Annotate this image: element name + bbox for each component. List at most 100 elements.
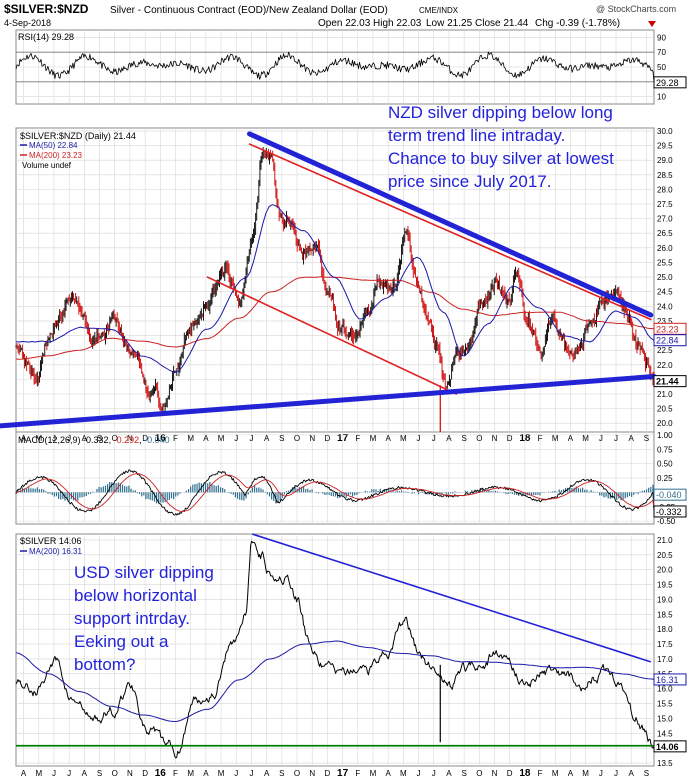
nzd-legend-ma200: MA(200) 23.23 [29,151,82,160]
y-tick-label: 21.0 [657,390,673,399]
x-tick-label-nzd: A [203,434,209,443]
macd-signal-line [15,473,655,512]
x-tick-label-usd: J [432,769,436,778]
rsi-title: RSI(14) 29.28 [18,32,74,42]
usd-annotation: USD silver dipping below horizontal suppor… [74,563,214,674]
usd-price-last-label: 14.06 [656,742,679,752]
x-tick-label-nzd: M [187,434,194,443]
y-tick-label: 20.0 [657,566,673,575]
nzd-ma50-line [15,204,655,373]
x-tick-label-nzd: M [582,434,589,443]
x-tick-label-usd: J [249,769,253,778]
x-tick-label-nzd: J [52,434,56,443]
y-tick-label: 26.5 [657,229,673,238]
x-tick-label-nzd: 18 [519,433,531,444]
x-tick-label-usd: F [173,769,178,778]
nzd-legend: $SILVER:$NZD (Daily) 21.44 MA(50) 22.84 … [20,131,136,170]
y-tick-label: 20.5 [657,551,673,560]
y-tick-label: 29.5 [657,142,673,151]
open-value: Open 22.03 [318,18,371,29]
x-tick-label-usd: J [67,769,71,778]
x-tick-label-usd: A [568,769,574,778]
nzd-ma50-last-label-box [653,334,687,347]
y-tick-label: -0.50 [657,517,676,526]
y-tick-label: 17.5 [657,640,673,649]
x-tick-label-nzd: J [234,434,238,443]
x-tick-label-usd: J [599,769,603,778]
x-tick-label-nzd: A [21,434,27,443]
usd-ma200-last-label: 16.31 [656,675,679,685]
macd-last-label: -0.332 [656,507,682,517]
y-tick-label: 22.0 [657,361,673,370]
x-tick-label-nzd: S [644,434,649,443]
x-tick-label-nzd: D [325,434,331,443]
usd-price-panel [15,533,655,767]
low-value: Low 21.25 [426,18,473,29]
x-tick-label-nzd: J [614,434,618,443]
x-tick-label-nzd: N [309,434,315,443]
x-tick-label-usd: S [644,769,649,778]
y-tick-label: 24.0 [657,302,673,311]
y-tick-label: 0.50 [657,460,673,469]
x-tick-label-usd: F [538,769,543,778]
y-tick-label: 19.0 [657,595,673,604]
y-tick-label: 28.5 [657,171,673,180]
chart-description: Silver - Continuous Contract (EOD)/New Z… [110,5,388,16]
x-tick-label-nzd: 16 [155,433,167,444]
x-tick-label-usd: M [218,769,225,778]
nzd-legend-volume: Volume undef [22,161,72,170]
y-tick-label: 24.5 [657,288,673,297]
usd-price-last-label-box [653,740,687,753]
nzd-legend-ma50: MA(50) 22.84 [29,141,78,150]
x-tick-label-usd: A [82,769,88,778]
x-tick-label-usd: N [127,769,133,778]
x-tick-label-usd: O [112,769,118,778]
x-tick-label-usd: F [355,769,360,778]
x-tick-label-usd: A [264,769,270,778]
x-tick-label-nzd: N [492,434,498,443]
y-tick-label: 16.0 [657,685,673,694]
close-value: Close 21.44 [475,18,529,29]
x-tick-label-usd: A [446,769,452,778]
trendline-red_channel [206,276,458,395]
x-tick-label-nzd: N [127,434,133,443]
usd-legend: $SILVER 14.06 MA(200) 16.31 [20,536,82,556]
x-tick-label-usd: M [400,769,407,778]
nzd-legend-price: $SILVER:$NZD (Daily) 21.44 [20,131,136,141]
x-tick-label-usd: M [552,769,559,778]
x-tick-label-nzd: A [82,434,88,443]
x-tick-label-usd: A [385,769,391,778]
x-tick-label-nzd: O [476,434,482,443]
x-tick-label-nzd: J [432,434,436,443]
x-tick-label-nzd: A [446,434,452,443]
x-tick-label-nzd: A [385,434,391,443]
y-tick-label: 15.0 [657,714,673,723]
usd-legend-ma200: MA(200) 16.31 [29,547,82,556]
rsi-last-label-box [653,76,687,89]
x-tick-label-usd: 18 [519,768,531,779]
trendline-red_upper [248,143,652,321]
y-tick-label: 20.5 [657,405,673,414]
y-tick-label: 26.0 [657,244,673,253]
x-tick-label-nzd: A [629,434,635,443]
x-tick-label-usd: M [187,769,194,778]
x-tick-label-nzd: S [461,434,466,443]
y-tick-label: 28.0 [657,185,673,194]
x-tick-label-nzd: J [249,434,253,443]
down-arrow-icon [648,21,656,27]
macd-last-label-box [653,505,687,518]
x-tick-label-nzd: D [507,434,513,443]
x-tick-label-nzd: S [279,434,284,443]
x-tick-label-nzd: O [112,434,118,443]
trendline-blue_upper [247,131,654,318]
x-tick-label-nzd: J [67,434,71,443]
x-tick-label-nzd: D [142,434,148,443]
x-tick-label-usd: D [325,769,331,778]
y-tick-label: 15.5 [657,700,673,709]
y-tick-label: 25.5 [657,258,673,267]
x-tick-label-usd: J [614,769,618,778]
x-tick-label-usd: 17 [337,768,349,779]
change-value: Chg -0.39 (-1.78%) [535,18,620,29]
usd-ma200-line [15,640,655,722]
nzd-annotation: NZD silver dipping below long term trend … [388,103,614,191]
